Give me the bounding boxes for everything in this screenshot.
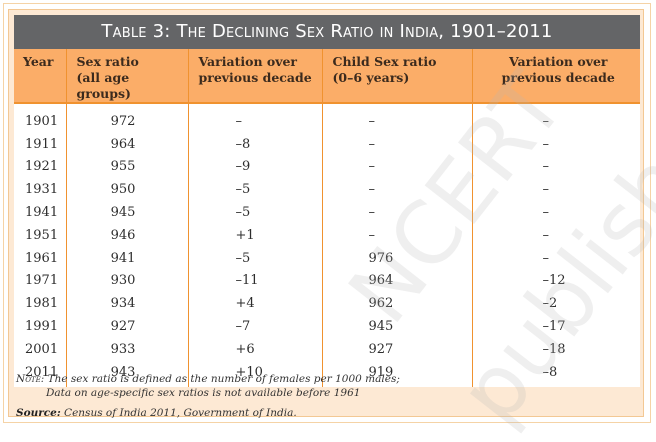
cell-child-variation: –2 <box>471 292 640 316</box>
table-row: 1911 964 –8– – <box>14 132 640 156</box>
cell-year: 1941 <box>25 205 59 221</box>
cell-year: 2001 <box>25 341 59 357</box>
cell-variation: +10 <box>187 360 322 387</box>
cell-year: 1951 <box>25 227 59 243</box>
header-year: Year <box>14 49 66 103</box>
cell-year: 1981 <box>25 296 59 312</box>
cell-variation: +1 <box>187 223 322 247</box>
cell-child-ratio: 962 <box>321 292 472 316</box>
cell-variation: –7 <box>187 315 322 338</box>
cell-variation: –5 <box>187 246 322 270</box>
cell-child-variation: –17 <box>471 315 640 338</box>
cell-child-ratio: – <box>321 178 472 202</box>
cell-child-ratio: – <box>321 155 472 179</box>
note-line-1: The sex ratio is defined as the number o… <box>47 373 400 385</box>
table-row: 1941 945 –5– – <box>14 201 640 224</box>
cell-variation: +4 <box>187 292 322 316</box>
cell-child-variation: –18 <box>471 337 640 361</box>
table-row: 2001 933 +6 927 –18 <box>14 337 640 361</box>
cell-sex-ratio: 945 <box>65 201 188 224</box>
cell-child-ratio: – <box>321 132 472 156</box>
cell-year: 1991 <box>25 319 59 335</box>
cell-sex-ratio: 972 <box>65 103 188 133</box>
cell-variation: –8 <box>187 132 322 156</box>
cell-child-variation: – <box>471 246 640 270</box>
cell-child-variation: –12 <box>471 269 640 293</box>
cell-child-ratio: – <box>321 223 472 247</box>
cell-year: 1931 <box>25 182 59 198</box>
table-row: 1991 927 –7 945 –17 <box>14 315 640 338</box>
source-line: Source: Census of India 2011, Government… <box>16 406 626 420</box>
cell-child-variation: –8 <box>471 360 640 387</box>
cell-variation: +6 <box>187 337 322 361</box>
cell-sex-ratio: 930 <box>65 269 188 293</box>
cell-child-ratio: – <box>321 103 472 133</box>
cell-child-variation: – <box>471 223 640 247</box>
table-row: 2011 943 +10 919 –8 <box>14 360 640 387</box>
table-row: 1971 930 –11 964 –12 <box>14 269 640 293</box>
cell-sex-ratio: 950 <box>65 178 188 202</box>
cell-sex-ratio: 964 <box>65 132 188 156</box>
header-row: Year Sex ratio (all age groups) Variation… <box>14 49 640 103</box>
cell-year: 1921 <box>25 159 59 175</box>
source-label: Source: <box>16 407 61 419</box>
cell-sex-ratio: 941 <box>65 246 188 270</box>
cell-sex-ratio: 934 <box>65 292 188 316</box>
header-variation: Variation over previous decade <box>187 49 322 103</box>
cell-child-variation: – <box>471 132 640 156</box>
cell-child-ratio: 927 <box>321 337 472 361</box>
cell-year: 2011 <box>25 364 59 380</box>
table-row: 1981 934 +4 962 –2 <box>14 292 640 316</box>
header-child-sex-ratio: Child Sex ratio (0–6 years) <box>321 49 472 103</box>
cell-year: 1911 <box>25 136 59 152</box>
cell-child-ratio: 976 <box>321 246 472 270</box>
table-row: 1961 941 –5 976– <box>14 246 640 270</box>
cell-year: 1971 <box>25 273 59 289</box>
table-notes: Note: The sex ratio is defined as the nu… <box>16 372 626 420</box>
cell-child-ratio: 964 <box>321 269 472 293</box>
cell-year: 1901 <box>25 113 59 129</box>
cell-child-variation: – <box>471 103 640 133</box>
cell-sex-ratio: 946 <box>65 223 188 247</box>
cell-child-variation: – <box>471 155 640 179</box>
table-title: Table 3: The Declining Sex Ratio in Indi… <box>14 15 640 49</box>
cell-variation: –11 <box>187 269 322 293</box>
cell-child-ratio: 945 <box>321 315 472 338</box>
table-row: 1901 972– – – <box>14 103 640 133</box>
cell-sex-ratio: 933 <box>65 337 188 361</box>
note-line-2: Data on age-specific sex ratios is not a… <box>46 387 361 399</box>
cell-child-variation: – <box>471 201 640 224</box>
cell-variation: –5 <box>187 201 322 224</box>
header-child-variation: Variation over previous decade <box>471 49 640 103</box>
table-row: 1931 950 –5– – <box>14 178 640 202</box>
cell-variation: – <box>187 103 322 133</box>
sex-ratio-table: Year Sex ratio (all age groups) Variation… <box>14 49 640 387</box>
header-sex-ratio: Sex ratio (all age groups) <box>65 49 188 103</box>
cell-sex-ratio: 943 <box>65 360 188 387</box>
cell-variation: –9 <box>187 155 322 179</box>
table-row: 1921 955 –9– – <box>14 155 640 179</box>
cell-sex-ratio: 955 <box>65 155 188 179</box>
cell-sex-ratio: 927 <box>65 315 188 338</box>
source-text: Census of India 2011, Government of Indi… <box>64 407 297 419</box>
cell-child-ratio: – <box>321 201 472 224</box>
table-row: 1951 946 +1– – <box>14 223 640 247</box>
cell-year: 1961 <box>25 250 59 266</box>
cell-variation: –5 <box>187 178 322 202</box>
note-label: Note: <box>16 373 45 385</box>
cell-child-variation: – <box>471 178 640 202</box>
cell-child-ratio: 919 <box>321 360 472 387</box>
